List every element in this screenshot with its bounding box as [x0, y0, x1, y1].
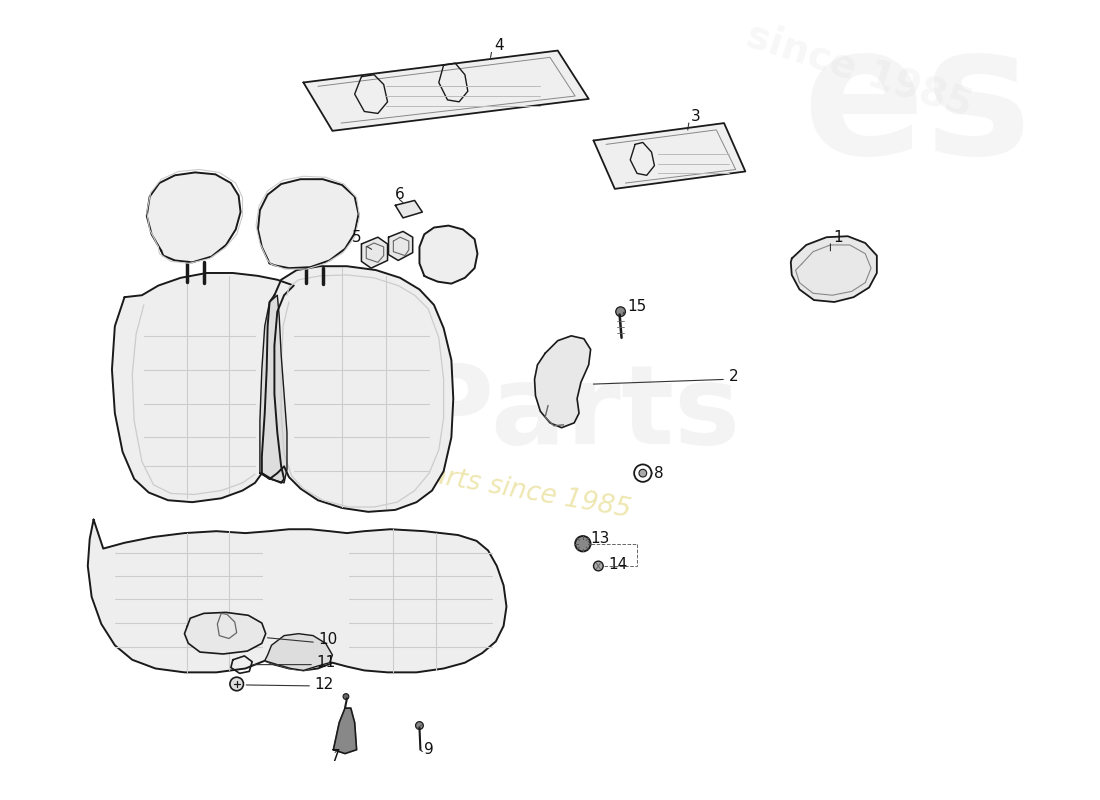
Polygon shape [146, 173, 241, 262]
Polygon shape [260, 295, 287, 483]
Text: 6: 6 [395, 187, 405, 202]
Circle shape [230, 677, 243, 690]
Circle shape [829, 264, 842, 276]
Circle shape [575, 536, 591, 551]
Text: es: es [803, 16, 1032, 192]
Text: 13: 13 [591, 531, 611, 546]
Polygon shape [88, 519, 506, 672]
Circle shape [343, 694, 349, 699]
Circle shape [616, 307, 626, 317]
Text: 5: 5 [352, 230, 362, 245]
Polygon shape [304, 50, 588, 131]
Polygon shape [419, 226, 477, 284]
Text: 7: 7 [330, 749, 340, 764]
Polygon shape [185, 613, 266, 654]
Text: since 1985: since 1985 [741, 15, 977, 124]
Text: 2: 2 [729, 369, 738, 384]
Polygon shape [362, 238, 387, 268]
Circle shape [416, 722, 424, 730]
Polygon shape [112, 273, 294, 502]
Text: 10: 10 [318, 632, 338, 647]
Polygon shape [535, 336, 591, 428]
Text: 15: 15 [627, 299, 647, 314]
Text: 4: 4 [494, 38, 504, 54]
Polygon shape [388, 231, 412, 261]
Text: 14: 14 [608, 557, 627, 571]
Polygon shape [258, 179, 359, 268]
Text: 9: 9 [425, 742, 435, 758]
Circle shape [639, 470, 647, 477]
Text: 12: 12 [315, 678, 333, 693]
Polygon shape [333, 708, 356, 754]
Text: 11: 11 [316, 655, 336, 670]
Text: 1: 1 [834, 230, 843, 245]
Text: euroParts: euroParts [128, 360, 740, 466]
Polygon shape [395, 201, 422, 218]
Text: a passion for parts since 1985: a passion for parts since 1985 [235, 429, 632, 523]
Circle shape [594, 561, 603, 571]
Polygon shape [791, 236, 877, 302]
Text: 3: 3 [691, 109, 701, 124]
Polygon shape [265, 634, 332, 670]
Polygon shape [262, 266, 453, 512]
Polygon shape [594, 123, 746, 189]
Text: 8: 8 [654, 466, 664, 481]
